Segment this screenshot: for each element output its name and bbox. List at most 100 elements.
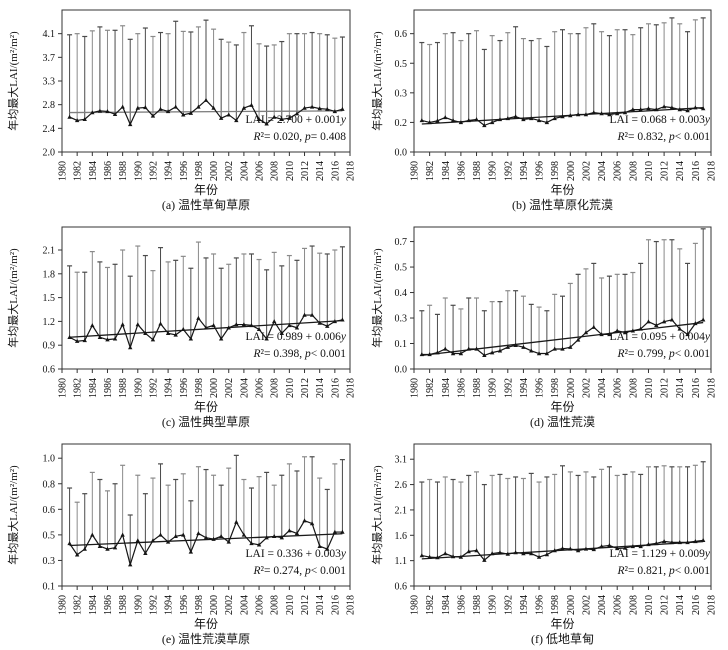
y-tick-label: 4.1 (43, 29, 56, 40)
data-point-marker (482, 353, 487, 358)
data-point-marker (302, 518, 307, 523)
variable-r: R (253, 348, 261, 360)
data-point-marker (196, 531, 201, 536)
data-point-marker (279, 331, 284, 336)
equation-line1: LAI = 2.700 + 0.001y (246, 112, 347, 129)
data-point-marker (128, 345, 133, 350)
data-point-marker (173, 332, 178, 337)
data-point-marker (497, 348, 503, 353)
data-point-marker (489, 120, 495, 125)
data-point-marker (97, 334, 103, 339)
data-point-marker (287, 323, 292, 328)
data-point-marker (241, 532, 247, 537)
equation-text: = 0.398, (264, 348, 305, 360)
x-tick-label: 2004 (239, 595, 250, 615)
data-point-marker (279, 117, 284, 122)
plot-border (413, 9, 712, 153)
data-point-marker (143, 331, 148, 336)
y-tick-label: 3.1 (395, 455, 408, 466)
x-tick-label: 1996 (179, 161, 190, 181)
data-point-marker (181, 327, 186, 332)
panel-caption: (e) 温性荒漠草原 (161, 632, 251, 646)
data-point-marker (521, 117, 526, 122)
data-point-marker (450, 118, 456, 123)
x-tick-label: 1982 (425, 595, 436, 615)
x-tick-label: 1982 (425, 161, 436, 181)
x-tick-label: 2012 (660, 595, 671, 615)
data-point-marker (105, 546, 110, 551)
x-tick-label: 2002 (581, 378, 592, 398)
equation-text: = 0.821, (628, 565, 669, 577)
x-tick-label: 1980 (58, 595, 69, 615)
data-point-marker (661, 539, 667, 544)
data-point-marker (654, 541, 659, 546)
data-point-marker (575, 112, 581, 117)
data-point-marker (128, 562, 133, 567)
y-tick-label: 1.6 (395, 531, 408, 542)
x-tick-label: 2002 (581, 595, 592, 615)
equation-line2: R²= 0.799, p< 0.001 (610, 346, 710, 363)
x-tick-label: 2004 (597, 161, 608, 181)
data-point-marker (552, 346, 557, 351)
x-tick-label: 1994 (519, 595, 530, 615)
data-point-marker (575, 548, 581, 553)
x-tick-label: 1992 (148, 378, 159, 398)
data-point-marker (272, 114, 277, 119)
data-point-marker (615, 328, 620, 333)
data-point-marker (143, 551, 148, 556)
data-point-marker (90, 532, 95, 537)
data-point-marker (82, 117, 87, 122)
data-point-marker (325, 323, 330, 328)
data-point-marker (474, 117, 479, 122)
x-tick-label: 2012 (300, 378, 311, 398)
x-tick-label: 1990 (133, 378, 144, 398)
panel-caption: (c) 温性典型草原 (161, 415, 251, 429)
x-tick-label: 2004 (597, 595, 608, 615)
data-point-marker (583, 112, 589, 117)
data-point-marker (466, 118, 471, 123)
equation-text: LAI = 0.095 + 0.004 (609, 331, 705, 343)
data-point-marker (302, 105, 307, 110)
equation-line1: LAI = 1.129 + 0.009y (610, 546, 711, 563)
data-point-marker (74, 552, 80, 557)
data-point-marker (165, 109, 171, 114)
data-point-marker (120, 532, 125, 537)
x-tick-label: 1988 (472, 595, 483, 615)
y-tick-label: 0.2 (395, 118, 408, 129)
superscript-2: ² (624, 565, 628, 577)
chart-b: 0.0 0.2 0.3 0.5 0.6 1980 1982 1984 1986 1988 1990 1… (395, 9, 718, 181)
data-point-marker (427, 120, 432, 125)
y-tick-label: 2.1 (43, 246, 56, 257)
x-tick-label: 1990 (488, 161, 499, 181)
data-point-marker (90, 323, 95, 328)
x-axis-label: 年份 (193, 400, 218, 414)
equation-text: = 0.274, (264, 565, 305, 577)
y-tick-label: 0.3 (395, 88, 408, 99)
data-point-marker (685, 108, 690, 113)
data-point-marker (646, 319, 651, 324)
data-point-marker (529, 116, 534, 121)
superscript-2: ² (260, 131, 264, 143)
x-tick-label: 1980 (410, 161, 421, 181)
x-tick-label: 1990 (488, 595, 499, 615)
x-tick-label: 2014 (675, 161, 686, 181)
superscript-2: ² (260, 348, 264, 360)
data-point-marker (646, 106, 651, 111)
x-tick-label: 2016 (691, 161, 702, 181)
panel-caption: (a) 温性草甸草原 (161, 198, 251, 212)
chart-f: 0.6 1.1 1.6 2.1 2.6 3.1 1980 1982 1984 1986 1988 19… (395, 443, 718, 615)
y-tick-label: 0.0 (395, 365, 408, 376)
data-point-marker (120, 322, 125, 327)
regression-equation: LAI = 0.095 + 0.004y R²= 0.799, p< 0.001 (610, 329, 711, 363)
y-tick-label: 0.1 (43, 582, 56, 593)
panel-e: 0.1 0.3 0.5 0.6 0.8 1.0 1980 1982 1984 1986 1988 19… (0, 434, 364, 650)
x-tick-label: 2004 (239, 378, 250, 398)
x-tick-label: 1984 (441, 595, 452, 615)
data-point-marker (112, 336, 118, 341)
data-point-marker (474, 548, 479, 553)
chart-c: 0.6 0.9 1.2 1.5 1.8 2.1 1980 1982 1984 1986 1988 19… (43, 226, 357, 398)
data-point-marker (700, 106, 706, 111)
data-point-marker (505, 344, 510, 349)
data-point-marker (669, 540, 675, 545)
